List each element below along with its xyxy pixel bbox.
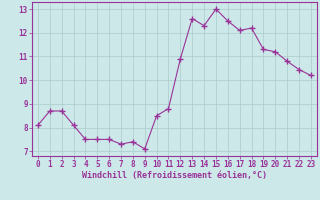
X-axis label: Windchill (Refroidissement éolien,°C): Windchill (Refroidissement éolien,°C)	[82, 171, 267, 180]
